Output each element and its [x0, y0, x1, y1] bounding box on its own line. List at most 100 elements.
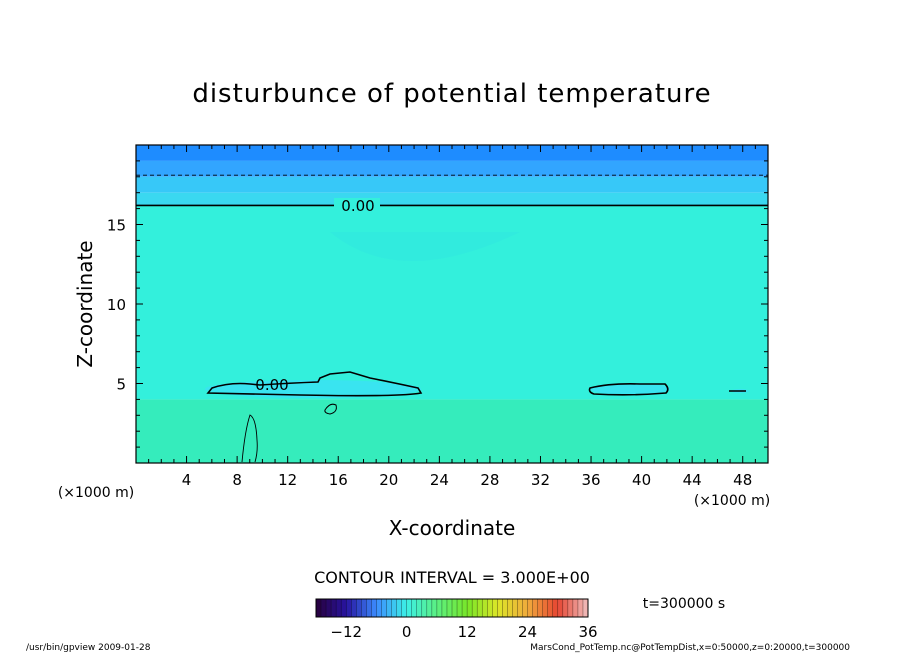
colorbar-swatch	[421, 599, 428, 617]
colorbar-swatch	[446, 599, 453, 617]
x-unit-left: (×1000 m)	[58, 485, 134, 501]
colorbar-ticks: −12 0 12 24 36	[330, 623, 597, 641]
colorbar-swatch	[497, 599, 503, 617]
colorbar-swatch	[406, 599, 413, 617]
colorbar-swatch	[562, 599, 569, 617]
colorbar-tick-label: 36	[578, 623, 597, 641]
x-tick-label: 44	[683, 471, 702, 489]
colorbar-swatch	[462, 599, 468, 617]
x-tick-label: 36	[581, 471, 600, 489]
colorbar-swatch	[381, 599, 387, 617]
colorbar-tick-label: 24	[518, 623, 537, 641]
colorbar-swatch	[426, 599, 433, 617]
contour-label-lower: 0.00	[255, 376, 288, 394]
colorbar-swatch	[346, 599, 352, 617]
colorbar-swatch	[376, 599, 382, 617]
contour-label-bg-upper	[334, 198, 380, 214]
colorbar-swatch	[316, 599, 322, 617]
colorbar-frame	[315, 598, 589, 618]
x-unit-right: (×1000 m)	[694, 493, 770, 509]
contour-small-loop	[324, 403, 337, 415]
y-axis: 5 10 15	[107, 160, 768, 448]
field-band-2	[136, 176, 768, 193]
contour-plume	[241, 414, 258, 463]
colorbar-swatch	[351, 599, 357, 617]
colorbar-swatch	[391, 599, 397, 617]
field-band-0	[136, 145, 768, 161]
colorbar-swatch	[572, 599, 579, 617]
colorbar-swatch	[452, 599, 458, 617]
colorbar-swatch	[512, 599, 518, 617]
x-tick-label: 48	[733, 471, 752, 489]
colorbar-swatch	[416, 599, 423, 617]
colorbar-swatch	[507, 599, 513, 617]
colorbar-swatch	[457, 599, 463, 617]
zero-contour-lower-2	[588, 383, 669, 396]
colorbar-swatch	[472, 599, 478, 617]
colorbar-swatch	[356, 599, 362, 617]
colorbar-swatch	[386, 599, 392, 617]
y-tick-label: 10	[107, 296, 126, 314]
colorbar-swatch	[431, 599, 438, 617]
plot-area: 0.00 0.00	[135, 144, 769, 464]
colorbar-swatch	[441, 599, 448, 617]
footer-left: /usr/bin/gpview 2009-01-28	[26, 643, 151, 653]
colorbar-swatch	[482, 599, 488, 617]
lower-contour-blob-2	[590, 383, 670, 395]
chart-title: disturbunce of potential temperature	[192, 79, 711, 109]
colorbar-swatch	[321, 599, 327, 617]
colorbar-swatch	[336, 599, 342, 617]
colorbar-swatch	[366, 599, 372, 617]
x-tick-label: 40	[632, 471, 651, 489]
colorbar-swatch	[361, 599, 367, 617]
footer-right: MarsCond_PotTemp.nc@PotTempDist,x=0:5000…	[530, 643, 850, 653]
x-tick-label: 20	[379, 471, 398, 489]
colorbar-swatch	[436, 599, 443, 617]
colorbar-swatch	[401, 599, 407, 617]
colorbar-swatch	[582, 599, 589, 617]
colorbar-swatch	[522, 599, 528, 617]
colorbar-swatch	[341, 599, 347, 617]
x-tick-label: 12	[278, 471, 297, 489]
contour-interval-label: CONTOUR INTERVAL = 3.000E+00	[314, 568, 590, 587]
x-tick-label: 32	[531, 471, 550, 489]
colorbar-swatch	[477, 599, 483, 617]
colorbar-tick-label: 0	[402, 623, 412, 641]
x-axis-label: X-coordinate	[389, 516, 516, 540]
colorbar	[315, 598, 589, 618]
colorbar-swatch	[557, 599, 564, 617]
colorbar-swatch	[542, 599, 549, 617]
colorbar-tick-label: −12	[330, 623, 362, 641]
colorbar-swatch	[537, 599, 543, 617]
colorbar-swatch	[567, 599, 574, 617]
colorbar-swatch	[547, 599, 554, 617]
colorbar-swatch	[502, 599, 508, 617]
x-tick-label: 16	[329, 471, 348, 489]
y-tick-label: 15	[107, 217, 126, 235]
colorbar-swatch	[396, 599, 402, 617]
y-tick-label: 5	[116, 376, 126, 394]
field-band-1	[136, 160, 768, 177]
colorbar-swatch	[371, 599, 377, 617]
colorbar-swatch	[467, 599, 473, 617]
colorbar-swatch	[487, 599, 493, 617]
colorbar-swatch	[411, 599, 418, 617]
y-axis-label: Z-coordinate	[73, 240, 97, 367]
x-tick-label: 24	[430, 471, 449, 489]
field-band-3	[136, 192, 768, 206]
zero-contour-lower-1	[206, 371, 423, 397]
colorbar-tick-label: 12	[458, 623, 477, 641]
upper-bulge-shading	[330, 232, 520, 261]
x-tick-label: 28	[480, 471, 499, 489]
contour-label-upper: 0.00	[341, 197, 374, 215]
x-axis: 4 8 12 16 20 24 28 32 36 40 44 48	[148, 145, 756, 489]
colorbar-swatch	[527, 599, 533, 617]
colorbar-swatch	[552, 599, 559, 617]
colorbar-swatch	[492, 599, 498, 617]
colorbar-swatch	[331, 599, 337, 617]
colorbar-swatch	[326, 599, 332, 617]
field-band-5	[136, 399, 768, 463]
time-label: t=300000 s	[643, 596, 725, 612]
colorbar-swatch	[577, 599, 584, 617]
